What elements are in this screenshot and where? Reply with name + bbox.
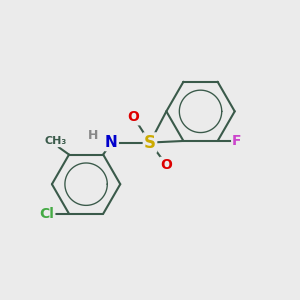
Text: F: F	[232, 134, 242, 148]
Text: CH₃: CH₃	[44, 136, 67, 146]
Text: O: O	[160, 158, 172, 172]
Text: Cl: Cl	[39, 207, 54, 221]
Text: N: N	[105, 135, 118, 150]
Text: O: O	[128, 110, 140, 124]
Text: S: S	[144, 134, 156, 152]
Text: H: H	[88, 129, 99, 142]
